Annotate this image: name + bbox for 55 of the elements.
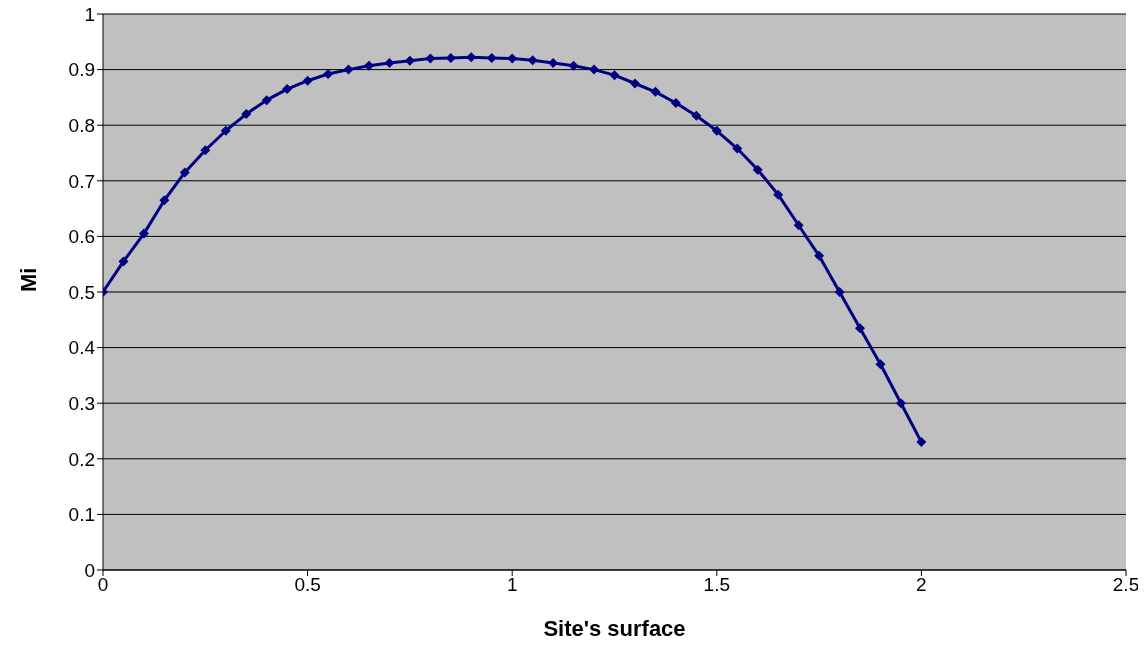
point xyxy=(261,95,272,106)
point xyxy=(670,97,681,108)
point xyxy=(200,145,211,156)
x-tick-label: 2.5 xyxy=(1112,574,1140,596)
y-tick-label: 0.4 xyxy=(68,337,96,359)
point xyxy=(568,60,579,71)
y-tick-label: 0.2 xyxy=(68,448,95,470)
y-tick-label: 0.8 xyxy=(68,114,95,136)
point xyxy=(220,125,231,136)
y-axis-title: Mi xyxy=(15,267,41,292)
y-tick-label: 0 xyxy=(84,559,95,581)
x-tick-label: 1.5 xyxy=(703,574,731,596)
point xyxy=(241,109,252,120)
point xyxy=(343,64,354,75)
point xyxy=(138,228,149,239)
point xyxy=(834,287,845,297)
point xyxy=(609,70,620,81)
y-tick-label: 0.1 xyxy=(68,504,95,526)
point xyxy=(732,143,743,154)
point xyxy=(875,359,886,370)
point xyxy=(159,195,170,206)
point xyxy=(814,250,825,261)
point xyxy=(548,57,559,68)
y-tick-label: 1 xyxy=(84,3,95,25)
point xyxy=(691,110,702,121)
point xyxy=(384,57,395,68)
point xyxy=(118,256,129,267)
point xyxy=(527,55,538,66)
y-tick-label: 0.9 xyxy=(68,59,95,81)
point xyxy=(589,64,600,75)
point xyxy=(773,189,784,200)
point xyxy=(629,78,640,89)
x-tick-label: 0.5 xyxy=(294,574,321,596)
point xyxy=(895,398,906,409)
point xyxy=(363,60,374,71)
point xyxy=(302,75,313,86)
point xyxy=(282,84,293,95)
x-axis-title: Site's surface xyxy=(543,616,686,641)
point xyxy=(404,55,415,66)
point xyxy=(916,437,927,448)
point xyxy=(711,125,722,136)
x-tick-label: 2 xyxy=(916,574,927,596)
x-tick-label: 1 xyxy=(506,574,518,596)
point xyxy=(793,220,804,231)
point xyxy=(650,86,661,97)
y-tick-label: 0.5 xyxy=(68,281,95,303)
point xyxy=(507,53,518,64)
y-tick-label: 0.3 xyxy=(68,392,95,414)
y-tick-label: 0.7 xyxy=(68,170,95,192)
point xyxy=(425,53,436,64)
y-tick-label: 0.6 xyxy=(68,226,95,248)
point xyxy=(752,164,763,175)
point xyxy=(179,167,190,178)
point xyxy=(855,323,866,334)
point xyxy=(323,69,334,80)
